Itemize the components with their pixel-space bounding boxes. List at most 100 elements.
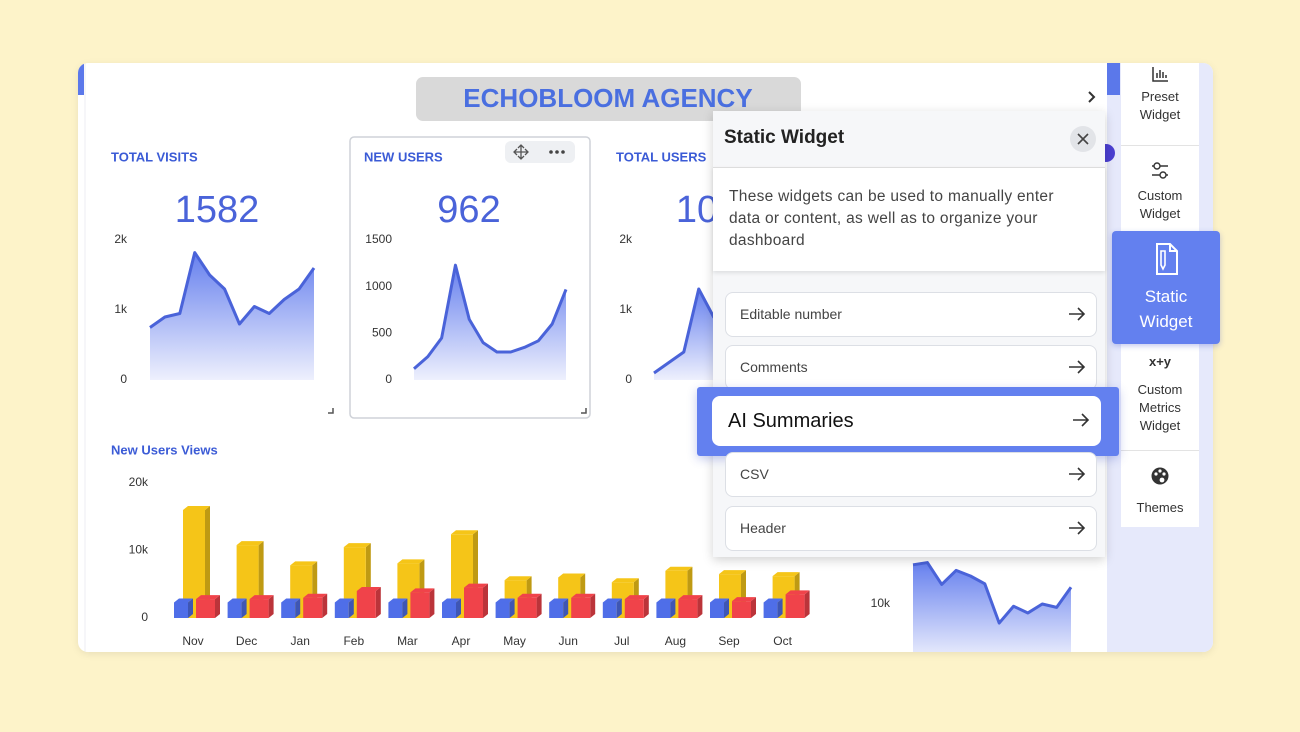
y-tick-label: 10k (129, 543, 149, 557)
area-fill (414, 265, 566, 380)
x-tick-label: Aug (665, 634, 686, 648)
y-tick-label: 2k (114, 232, 128, 246)
bar (196, 599, 215, 618)
area-line (149, 251, 316, 329)
bar-top (624, 595, 649, 600)
selected-widget-border[interactable] (349, 136, 591, 419)
x-tick-label: Nov (182, 634, 203, 648)
area-line (413, 263, 568, 370)
widget-option[interactable]: CSV (725, 452, 1097, 497)
bar-side (268, 595, 274, 618)
y-tick-label: 1k (619, 302, 633, 316)
kpi-value: 1582 (175, 189, 260, 231)
kpi-value: 962 (437, 189, 500, 231)
bar-side (616, 598, 622, 618)
move-icon[interactable] (513, 144, 529, 160)
bar-side (375, 587, 381, 618)
bar-top (334, 598, 354, 603)
widget-option[interactable]: Header (725, 506, 1097, 551)
bar (495, 602, 510, 618)
close-button[interactable] (1070, 126, 1096, 152)
bar-side (724, 598, 729, 618)
bar-side (751, 597, 756, 618)
option-label: AI Summaries (728, 410, 854, 432)
bar-side (348, 598, 354, 618)
option-label: Header (740, 520, 786, 536)
bar-top (656, 598, 676, 603)
kpi-label: TOTAL USERS (616, 149, 707, 164)
y-tick-label: 500 (372, 326, 392, 340)
area-line (912, 561, 1073, 625)
separator (1121, 145, 1199, 146)
highlight: AI Summaries (697, 387, 1119, 456)
bar-top (558, 573, 586, 578)
x-tick-label: Apr (452, 634, 471, 648)
separator (1121, 450, 1199, 451)
bar (464, 587, 483, 618)
expand-icon[interactable] (1088, 91, 1096, 103)
widget-option[interactable]: Comments (725, 345, 1097, 390)
bar-side (563, 598, 569, 618)
bar-side (241, 598, 247, 618)
bar-top (442, 598, 461, 603)
icon (1151, 467, 1169, 485)
sidebar-item[interactable]: Themes (1121, 466, 1199, 517)
x-tick-label: Jun (559, 634, 578, 648)
bar-side (670, 598, 676, 618)
widget-option[interactable]: Editable number (725, 292, 1097, 337)
resize-handle[interactable] (328, 408, 587, 414)
icon (1152, 162, 1168, 179)
bar-top (611, 578, 639, 583)
bar (303, 597, 323, 618)
option-label: Comments (740, 359, 808, 375)
bar-top (249, 595, 274, 600)
bar-side (590, 593, 596, 618)
x-tick-label: May (503, 634, 526, 648)
dashboard: ECHOBLOOM AGENCY TOTAL VISITS 1582 0 1k 2k NE… (78, 63, 1120, 652)
sidebar-item[interactable]: Preset Widget (1121, 65, 1199, 124)
y-tick-label: 10k (871, 596, 891, 610)
x-tick-label: Dec (236, 634, 257, 648)
panel-title: Static Widget (724, 127, 845, 148)
bar-top (356, 587, 381, 591)
bar-top (236, 541, 264, 546)
bar-top (495, 598, 515, 603)
x-tick-label: Jan (291, 634, 310, 648)
sidebar-item[interactable]: x+y Custom Metrics Widget (1121, 353, 1199, 435)
bar (183, 510, 205, 618)
sidebar-label: Static Widget (1139, 287, 1193, 331)
sidebar-item[interactable]: Custom Widget (1121, 160, 1199, 223)
bar-top (343, 543, 371, 548)
widget-option[interactable]: AI Summaries (712, 396, 1101, 446)
bar-top (227, 598, 247, 603)
sidebar: Preset Widget Custom Widget Static Widge… (1112, 63, 1220, 527)
y-tick-label: 0 (625, 372, 632, 386)
bar-top (196, 595, 220, 600)
y-tick-label: 0 (385, 372, 392, 386)
bar-top (772, 572, 800, 577)
y-tick-label: 20k (129, 475, 149, 489)
accent (78, 63, 84, 95)
kpi-label: NEW USERS (364, 149, 443, 164)
sidebar-label: Custom Widget (1137, 188, 1183, 221)
bar-top (388, 598, 408, 603)
y-tick-label: 0 (141, 610, 148, 624)
bar-side (188, 598, 193, 618)
bar (356, 591, 376, 618)
kpi-value: 10 (676, 189, 718, 231)
bar-top (732, 597, 756, 602)
bar-top (397, 559, 425, 564)
bar (785, 594, 805, 618)
bar (174, 602, 188, 618)
bar-top (785, 590, 810, 595)
bar-top (710, 598, 729, 603)
bar (602, 602, 617, 618)
sidebar-label: Preset Widget (1139, 89, 1181, 122)
bar-side (804, 590, 810, 618)
static-widget-panel: Static Widget These widgets can be used … (697, 111, 1119, 557)
sidebar-item[interactable]: Static Widget (1112, 231, 1220, 344)
more-icon[interactable] (549, 150, 565, 154)
bar-top (464, 583, 488, 588)
bar (442, 602, 456, 618)
